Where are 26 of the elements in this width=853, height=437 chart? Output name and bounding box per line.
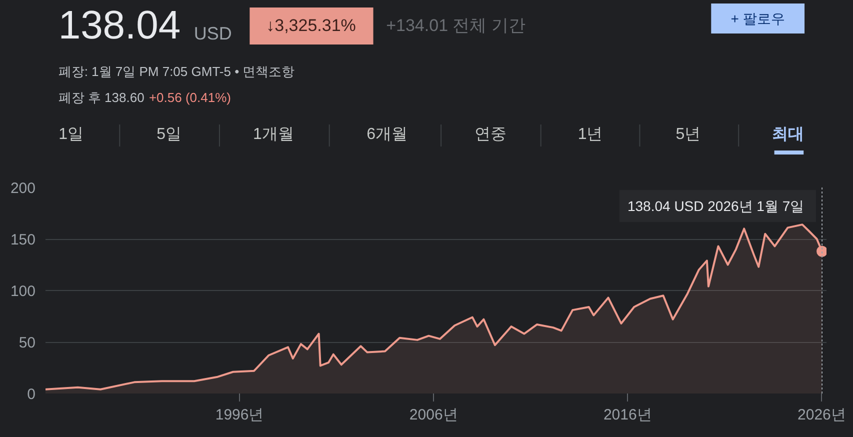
text: 최대 bbox=[772, 126, 804, 143]
text: 5일 bbox=[156, 126, 182, 143]
y-tick-label: 0 bbox=[27, 386, 36, 403]
text: ↓3,325.31% bbox=[266, 16, 356, 35]
text: 6개월 bbox=[366, 126, 408, 143]
y-tick-label: 200 bbox=[10, 180, 36, 197]
text: 연중 bbox=[474, 126, 506, 143]
y-tick-label: 50 bbox=[18, 334, 36, 352]
text: +0.56 (0.41%) bbox=[148, 90, 231, 105]
chart-subtitle: USD bbox=[194, 24, 232, 44]
text: 1일 bbox=[58, 126, 84, 143]
y-tick-label: 150 bbox=[10, 232, 36, 248]
chart-title: 138.04 bbox=[58, 4, 181, 48]
x-tick-label: 2006년 bbox=[409, 406, 458, 424]
text: + 팔로우 bbox=[730, 10, 785, 26]
annotation: 138.04 USD 2026년 1월 7일 bbox=[627, 198, 804, 214]
text: 1개월 bbox=[253, 126, 294, 143]
text: 폐장: 1월 7일 PM 7:05 GMT-5 • 면책조항 bbox=[58, 64, 295, 79]
x-tick-label: 2026년 bbox=[798, 406, 846, 424]
text: +134.01 전체 기간 bbox=[386, 16, 526, 35]
text: 1년 bbox=[578, 126, 603, 143]
x-tick-label: 2016년 bbox=[603, 406, 652, 424]
x-tick-label: 1996년 bbox=[215, 406, 264, 424]
text: 5년 bbox=[676, 126, 701, 143]
y-tick-label: 100 bbox=[10, 283, 36, 300]
text: 폐장 후 138.60 bbox=[58, 90, 144, 105]
